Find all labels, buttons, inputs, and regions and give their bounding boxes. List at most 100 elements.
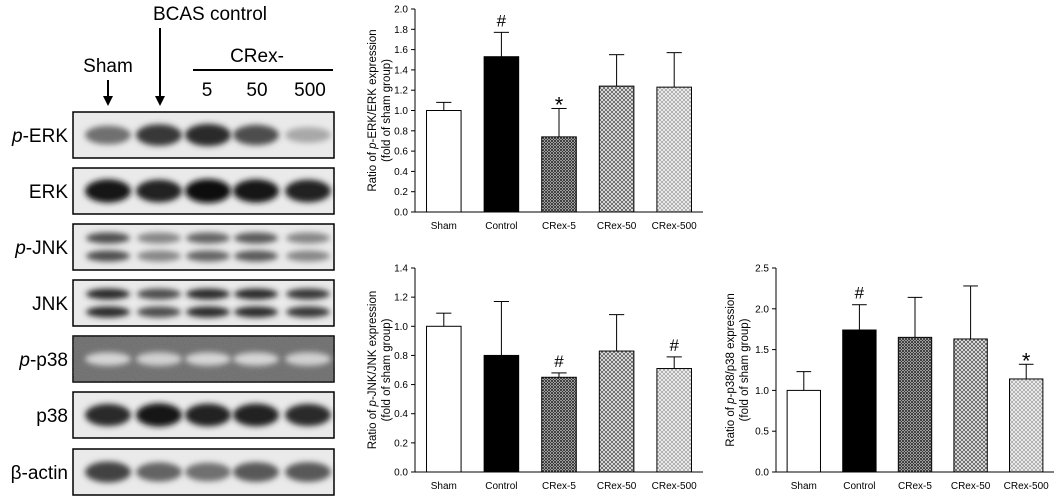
y-axis-label-sub: (fold of sham group) bbox=[739, 318, 751, 421]
significance-star: * bbox=[555, 92, 564, 117]
bar-crex-50 bbox=[598, 350, 635, 473]
x-tick-label: Sham bbox=[431, 221, 457, 232]
crex-label: CRex- bbox=[230, 46, 284, 67]
chart-pjnk-jnk: 0.0 0.2 0.4 0.6 0.8 1.0 1.2 1.4 Sham Control # CRex… bbox=[360, 258, 710, 498]
dose-label: 500 bbox=[294, 80, 326, 101]
blot-band bbox=[85, 125, 131, 145]
y-tick-label: 1.0 bbox=[755, 386, 769, 397]
y-tick-label: 0.0 bbox=[394, 208, 408, 219]
blot-band bbox=[137, 232, 181, 244]
blot-header: Sham BCAS control CRex- 5 50 500 bbox=[83, 4, 333, 106]
y-axis-label-sub: (fold of sham group) bbox=[381, 318, 393, 421]
blot-band bbox=[136, 124, 182, 146]
x-tick-label: Control bbox=[843, 481, 875, 492]
x-tick-label: CRex-5 bbox=[542, 221, 576, 232]
x-tick-label: CRex-5 bbox=[542, 481, 576, 492]
x-tick-label: CRex-5 bbox=[898, 481, 932, 492]
blot-band bbox=[137, 288, 181, 300]
bar-crex-50 bbox=[953, 338, 988, 473]
blot-band bbox=[285, 352, 331, 366]
blot-band bbox=[233, 124, 279, 146]
blot-band bbox=[186, 306, 230, 318]
x-tick-label: Sham bbox=[431, 481, 457, 492]
y-tick-label: 1.4 bbox=[394, 264, 408, 275]
blot-band bbox=[233, 352, 279, 366]
chart-pjnk-jnk-svg: 0.0 0.2 0.4 0.6 0.8 1.0 1.2 1.4 Sham Control # CRex… bbox=[367, 264, 703, 492]
y-axis-label-sub: (fold of sham group) bbox=[381, 59, 393, 162]
significance-hash: # bbox=[669, 336, 679, 355]
y-tick-label: 1.5 bbox=[755, 345, 769, 356]
blot-row-label: JNK bbox=[32, 294, 68, 315]
bcas-arrow-head bbox=[155, 96, 165, 106]
blot-row-frame bbox=[72, 279, 335, 327]
blot-band bbox=[233, 179, 279, 203]
bar-control bbox=[483, 56, 520, 213]
blot-row-label-prefix: p bbox=[11, 126, 23, 147]
blot-band bbox=[185, 352, 231, 366]
blot-row-label: p-JNK bbox=[14, 238, 68, 259]
y-tick-label: 1.8 bbox=[394, 25, 408, 36]
blot-band bbox=[85, 403, 131, 427]
bar-control bbox=[483, 354, 520, 473]
blot-row-label-text: p38 bbox=[36, 406, 68, 427]
blot-row-frame bbox=[72, 223, 335, 271]
blot-band bbox=[185, 123, 231, 147]
blot-band bbox=[136, 352, 182, 366]
bar-sham bbox=[426, 325, 462, 473]
significance-star: * bbox=[1022, 348, 1031, 373]
blot-row-label: p-ERK bbox=[11, 126, 68, 147]
y-tick-label: 0.4 bbox=[394, 409, 408, 420]
blot-band bbox=[286, 288, 330, 300]
y-tick-label: 1.0 bbox=[394, 322, 408, 333]
blot-band bbox=[86, 306, 130, 318]
x-tick-label: CRex-50 bbox=[597, 481, 637, 492]
y-tick-label: 2.0 bbox=[394, 5, 408, 16]
blot-row-label-text: -p38 bbox=[30, 350, 68, 371]
blot-band bbox=[86, 250, 130, 262]
y-tick-label: 0.0 bbox=[394, 468, 408, 479]
significance-hash: # bbox=[855, 284, 865, 303]
blot-row-label: p-p38 bbox=[18, 350, 68, 371]
blot-row-label: ERK bbox=[29, 182, 68, 203]
y-tick-label: 1.0 bbox=[394, 106, 408, 117]
blot-band bbox=[234, 232, 278, 244]
y-tick-label: 2.0 bbox=[755, 304, 769, 315]
bar-crex-500 bbox=[656, 368, 692, 473]
blot-band bbox=[85, 461, 131, 483]
chart-pp38-p38-svg: 0.0 0.5 1.0 1.5 2.0 2.5 Sham # Control CRex-5 CRex… bbox=[725, 264, 1054, 492]
sham-arrow-head bbox=[103, 96, 113, 106]
y-tick-label: 1.2 bbox=[394, 86, 408, 97]
bcas-control-label: BCAS control bbox=[153, 4, 267, 25]
x-tick-label: CRex-50 bbox=[597, 221, 637, 232]
blot-band bbox=[86, 288, 130, 300]
bar-crex-500 bbox=[1009, 378, 1044, 473]
blot-band bbox=[137, 250, 181, 262]
y-tick-label: 0.4 bbox=[394, 167, 408, 178]
blot-band bbox=[185, 179, 231, 203]
blot-row-label-text: JNK bbox=[32, 294, 68, 315]
bar-crex-5 bbox=[897, 336, 933, 473]
blot-band bbox=[285, 403, 331, 427]
significance-hash: # bbox=[497, 11, 507, 30]
bar-crex-50 bbox=[598, 85, 635, 213]
blot-band bbox=[233, 462, 279, 482]
bar-control bbox=[842, 329, 877, 473]
significance-hash: # bbox=[554, 352, 564, 371]
blot-band bbox=[234, 288, 278, 300]
y-tick-label: 0.6 bbox=[394, 147, 408, 158]
dose-label: 50 bbox=[246, 80, 267, 101]
blot-band bbox=[286, 232, 330, 244]
x-tick-label: CRex-50 bbox=[951, 481, 991, 492]
y-axis-label: Ratio of p-JNK/JNK expression bbox=[367, 291, 379, 450]
y-axis-label: Ratio of p-p38/p38 expression bbox=[725, 293, 737, 446]
blot-row-label-prefix: p bbox=[18, 350, 30, 371]
blot-band bbox=[136, 179, 182, 203]
x-tick-label: Control bbox=[485, 221, 517, 232]
blot-band bbox=[136, 462, 182, 482]
x-tick-label: Sham bbox=[791, 481, 817, 492]
chart-pp38-p38: 0.0 0.5 1.0 1.5 2.0 2.5 Sham # Control CRex-5 CRex… bbox=[720, 258, 1059, 498]
sham-label: Sham bbox=[83, 56, 133, 77]
blot-band bbox=[186, 288, 230, 300]
blot-band bbox=[286, 306, 330, 318]
blot-band bbox=[85, 179, 131, 203]
